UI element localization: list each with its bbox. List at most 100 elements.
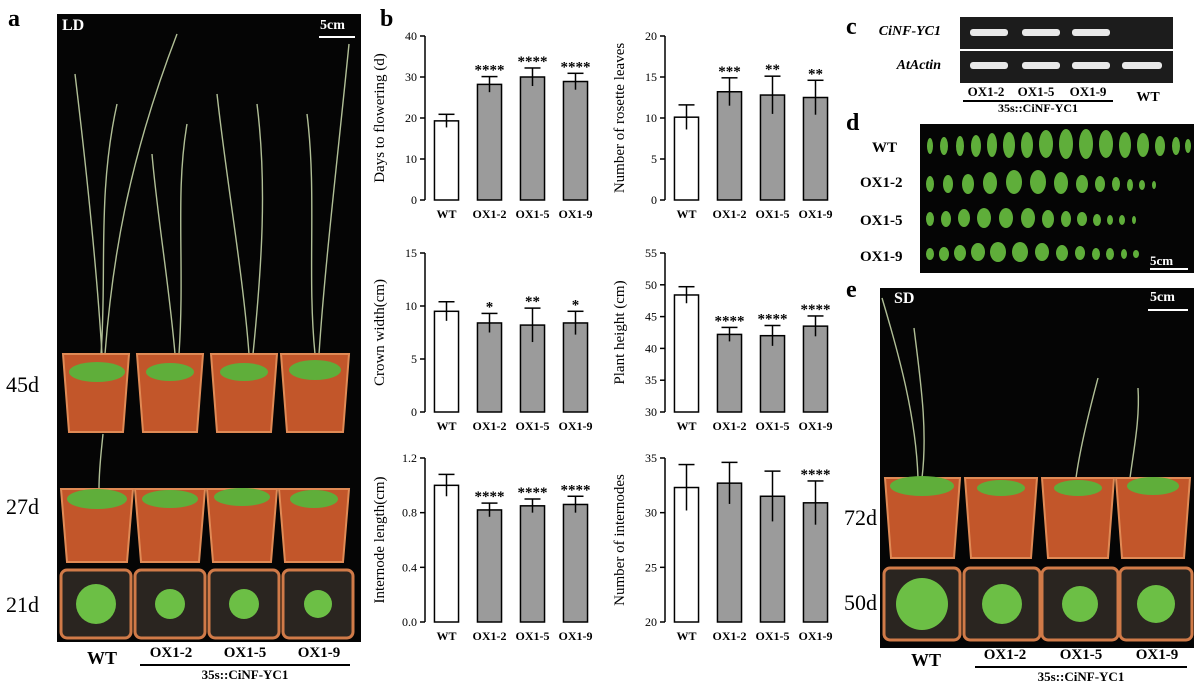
significance-mark: **** — [518, 485, 548, 501]
y-tick-label: 45 — [645, 310, 657, 324]
bar-ox1-9 — [802, 325, 829, 413]
panel-letter-b: b — [380, 6, 394, 32]
panel-c-group-line — [963, 100, 1113, 102]
chart-days-to-flowering: 0 10 20 30 40 Days to flowering (d) WT **** OX1-… — [372, 29, 593, 221]
y-tick-label: 0 — [411, 193, 417, 207]
y-tick-label: 0 — [651, 193, 657, 207]
x-tick-label: OX1-9 — [559, 207, 593, 221]
panel-c-lane-1: OX1-2 — [967, 84, 1005, 99]
x-tick-label: OX1-2 — [473, 207, 507, 221]
x-tick-label: OX1-2 — [713, 419, 747, 433]
x-tick-label: OX1-5 — [756, 419, 790, 433]
panel-c-gene-1: CiNF-YC1 — [878, 24, 941, 39]
bar-wt — [673, 294, 700, 413]
axes: 30 35 40 45 50 55 — [645, 246, 666, 419]
bar-wt — [433, 310, 460, 413]
y-tick-label: 30 — [645, 506, 657, 520]
y-axis-label: Crown width(cm) — [372, 279, 388, 386]
panel-e-day-1: 72d — [844, 505, 877, 530]
significance-mark: ** — [808, 66, 823, 82]
x-tick-label: OX1-9 — [559, 629, 593, 643]
bar-wt — [673, 116, 700, 201]
y-tick-label: 25 — [645, 560, 657, 574]
panel-a-day-3: 21d — [6, 592, 39, 617]
y-tick-label: 20 — [405, 111, 417, 125]
x-tick-label: OX1-2 — [473, 419, 507, 433]
significance-mark: **** — [475, 63, 505, 79]
chart-number-of-internodes: 20 25 30 35 Number of internodes WT OX1-2 OX1-5… — [612, 451, 833, 643]
x-tick-label: OX1-9 — [799, 629, 833, 643]
y-tick-label: 35 — [645, 373, 657, 387]
x-tick-label: OX1-9 — [799, 419, 833, 433]
significance-mark: **** — [561, 482, 591, 498]
significance-mark: **** — [758, 312, 788, 328]
bar-ox1-2 — [476, 509, 503, 623]
panel-c-gel-image — [960, 17, 1173, 83]
panel-letter-a: a — [8, 6, 20, 32]
y-tick-label: 10 — [405, 152, 417, 166]
x-tick-label: OX1-2 — [713, 629, 747, 643]
x-tick-label: WT — [436, 419, 456, 433]
panel-d-row-3: OX1-5 — [860, 213, 903, 229]
significance-mark: * — [572, 297, 580, 313]
x-tick-label: OX1-9 — [559, 419, 593, 433]
axes: 0.0 0.4 0.8 1.2 — [402, 451, 426, 629]
significance-mark: **** — [518, 54, 548, 70]
chart-rosette-leaves: 0 5 10 15 20 Number of rosette leaves WT *** OX1… — [612, 29, 833, 221]
panel-letter-e: e — [846, 277, 857, 303]
y-tick-label: 30 — [645, 405, 657, 419]
bar-ox1-2 — [476, 322, 503, 413]
bar-wt — [433, 120, 460, 201]
x-tick-label: OX1-2 — [713, 207, 747, 221]
panel-a-group-line — [140, 664, 350, 666]
panel-a-day-2: 27d — [6, 494, 39, 519]
y-tick-label: 5 — [651, 152, 657, 166]
panel-a-scale-label: 5cm — [320, 18, 345, 33]
y-tick-label: 5 — [411, 352, 417, 366]
significance-mark: **** — [801, 302, 831, 318]
panel-e-day-2: 50d — [844, 590, 877, 615]
y-axis-label: Plant height (cm) — [612, 280, 628, 384]
bar-ox1-9 — [562, 503, 589, 623]
y-tick-label: 20 — [645, 29, 657, 43]
x-tick-label: WT — [676, 419, 696, 433]
significance-mark: **** — [715, 313, 745, 329]
y-tick-label: 0.8 — [402, 506, 417, 520]
panel-c-construct: 35s::CiNF-YC1 — [998, 101, 1078, 115]
panel-e-genotype-ox1-5: OX1-5 — [1059, 647, 1103, 663]
bar-ox1-5 — [519, 505, 546, 623]
panel-c-lane-4: WT — [1136, 90, 1160, 105]
x-tick-label: OX1-5 — [756, 207, 790, 221]
y-tick-label: 20 — [645, 615, 657, 629]
panel-a-genotype-ox1-5: OX1-5 — [223, 645, 267, 661]
panel-letter-d: d — [846, 110, 860, 136]
significance-mark: * — [486, 299, 494, 315]
x-tick-label: OX1-2 — [473, 629, 507, 643]
panel-e-group-line — [975, 666, 1187, 668]
significance-mark: **** — [475, 489, 505, 505]
panel-d-row-1: WT — [872, 140, 898, 156]
y-tick-label: 35 — [645, 451, 657, 465]
axes: 20 25 30 35 — [645, 451, 666, 629]
y-tick-label: 0.4 — [402, 560, 417, 574]
axes: 0 5 10 15 20 — [645, 29, 666, 207]
y-axis-label: Days to flowering (d) — [372, 53, 388, 183]
y-tick-label: 10 — [405, 299, 417, 313]
bar-ox1-2 — [716, 333, 743, 413]
panel-a-day-1: 45d — [6, 372, 39, 397]
bar-ox1-2 — [716, 482, 743, 623]
y-axis-label: Number of rosette leaves — [612, 43, 628, 194]
bar-ox1-2 — [716, 91, 743, 201]
panel-d-row-2: OX1-2 — [860, 175, 903, 191]
bar-ox1-9 — [562, 80, 589, 201]
x-tick-label: WT — [676, 629, 696, 643]
panel-c-lane-2: OX1-5 — [1017, 84, 1055, 99]
bar-ox1-2 — [476, 83, 503, 201]
x-tick-label: WT — [676, 207, 696, 221]
y-tick-label: 40 — [645, 341, 657, 355]
y-tick-label: 0.0 — [402, 615, 417, 629]
panel-e-condition: SD — [894, 290, 915, 307]
significance-mark: *** — [718, 64, 741, 80]
x-tick-label: WT — [436, 629, 456, 643]
chart-internode-length: 0.0 0.4 0.8 1.2 Internode length(cm) WT **** OX… — [372, 451, 593, 643]
